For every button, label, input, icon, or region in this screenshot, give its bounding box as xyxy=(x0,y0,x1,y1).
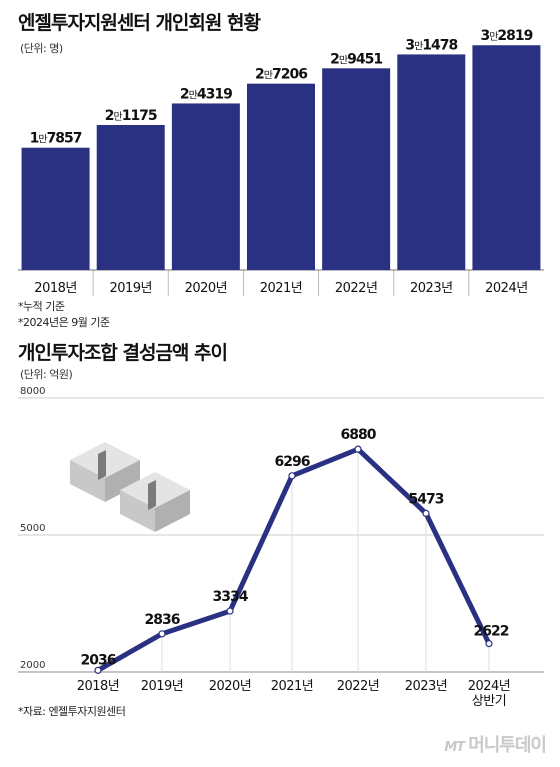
bar-chart-note-2: *2024년은 9월 기준 xyxy=(18,316,110,329)
x-tick-label: 2024년 xyxy=(485,281,528,296)
bar-value-label: 2만4319 xyxy=(180,86,232,102)
data-label: 2836 xyxy=(145,612,180,628)
data-point xyxy=(226,607,234,615)
x-tick-label: 2021년 xyxy=(271,679,314,694)
data-point xyxy=(158,630,166,638)
bar-chart-note-1: *누적 기준 xyxy=(18,300,65,313)
bar xyxy=(397,54,466,270)
bar-chart: 1만7857 2018년 2만1175 2019년 2만4319 2020년 2만7206 2… xyxy=(18,28,544,296)
x-tick-label: 2018년 xyxy=(34,281,77,296)
data-point xyxy=(422,509,430,517)
data-label: 3334 xyxy=(213,589,249,605)
source-note: *자료: 엔젤투자지원센터 xyxy=(18,705,126,718)
x-tick-label: 2018년 xyxy=(77,679,120,694)
bar-value-label: 2만9451 xyxy=(330,51,382,67)
line-chart: 2000 5000 8000 2036 2836 3334 6296 6880 5473 2622… xyxy=(18,386,544,709)
logo-mt: MT xyxy=(444,740,465,755)
logo: MT 머니투데이 xyxy=(444,731,547,757)
y-tick-label: 8000 xyxy=(20,386,45,397)
x-tick-label: 2023년 xyxy=(410,281,453,296)
line-chart-unit: (단위: 억원) xyxy=(20,368,73,381)
bar-chart-title: 엔젤투자지원센터 개인회원 현황 xyxy=(18,12,261,34)
x-tick-label: 2022년 xyxy=(335,281,378,296)
y-tick-label: 2000 xyxy=(20,660,45,671)
bar xyxy=(322,68,391,271)
data-point xyxy=(94,666,102,674)
bar xyxy=(96,124,165,270)
data-label: 5473 xyxy=(409,491,444,507)
x-tick-label: 2022년 xyxy=(337,679,380,694)
x-tick-label: 2019년 xyxy=(141,679,184,694)
data-point xyxy=(485,639,493,648)
data-point xyxy=(354,445,362,453)
x-tick-label: 2020년 xyxy=(185,281,228,296)
x-tick-label: 2019년 xyxy=(109,281,152,296)
data-label: 6880 xyxy=(341,427,377,443)
x-tick-label: 2023년 xyxy=(405,679,448,694)
logo-name: 머니투데이 xyxy=(468,735,547,756)
data-label: 2622 xyxy=(474,624,509,640)
bar-value-label: 3만2819 xyxy=(480,28,532,44)
bar-value-label: 2만1175 xyxy=(105,108,157,124)
money-stack-illustration xyxy=(70,442,190,532)
bar xyxy=(171,103,240,271)
bar xyxy=(21,147,90,270)
bar-value-label: 2만7206 xyxy=(255,67,307,83)
x-tick-label: 2021년 xyxy=(260,281,303,296)
bar-value-label: 3만1478 xyxy=(405,37,457,53)
y-tick-label: 5000 xyxy=(20,523,45,534)
bar xyxy=(247,83,315,271)
data-point xyxy=(288,472,296,480)
bar-value-label: 1만7857 xyxy=(30,131,82,147)
bar xyxy=(472,45,541,270)
x-tick-label: 2024년 xyxy=(468,679,511,694)
data-label: 6296 xyxy=(275,454,310,470)
x-tick-label: 2020년 xyxy=(209,679,252,694)
x-tick-label: 상반기 xyxy=(472,694,506,709)
data-label: 2036 xyxy=(81,652,116,668)
line-chart-title: 개인투자조합 결성금액 추이 xyxy=(18,342,228,364)
bar-chart-unit: (단위: 명) xyxy=(20,42,63,55)
